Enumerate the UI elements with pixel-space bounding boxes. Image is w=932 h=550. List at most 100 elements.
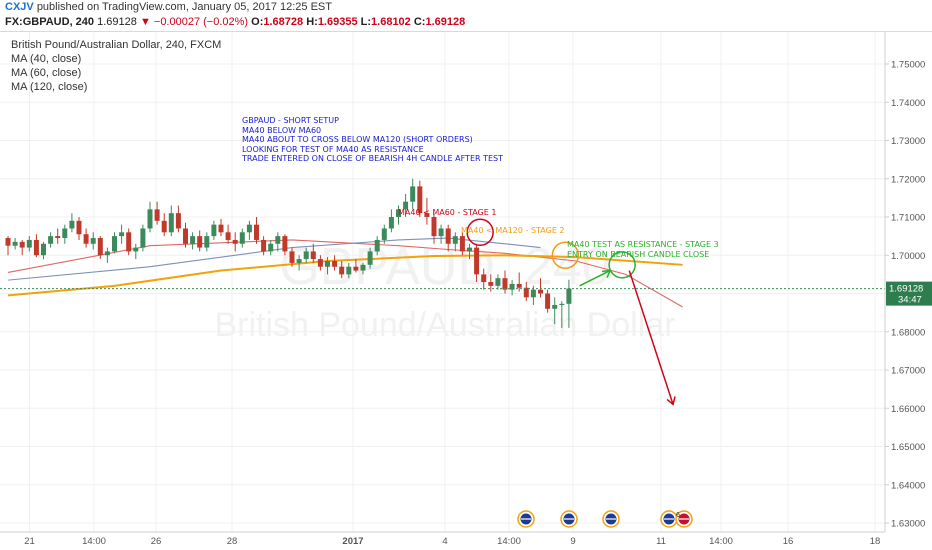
candle-body	[154, 209, 160, 221]
event-count-badge: 6	[676, 512, 680, 519]
candle-body	[523, 287, 529, 298]
x-tick-label: 9	[570, 536, 575, 547]
candle-body	[495, 278, 501, 286]
candle-body	[303, 251, 309, 260]
candle-body	[474, 247, 480, 275]
legend-ma120[interactable]: MA (120, close)	[11, 81, 88, 93]
close-value: 1.69128	[425, 16, 466, 28]
open-label: O:	[251, 16, 264, 28]
candle	[175, 205, 181, 233]
x-tick-label: 26	[151, 536, 162, 547]
candle-body	[431, 217, 437, 237]
candle	[296, 255, 302, 271]
candle	[459, 232, 465, 256]
candle	[481, 268, 487, 290]
candle	[502, 270, 508, 294]
event-flag-icon[interactable]	[602, 510, 620, 528]
setup-line: LOOKING FOR TEST OF MA40 AS RESISTANCE	[242, 144, 424, 154]
candle	[161, 213, 167, 237]
last-price: 1.69128	[97, 16, 137, 28]
candle-body	[424, 213, 430, 217]
candle-body	[516, 283, 522, 288]
candle	[5, 236, 11, 256]
event-flag-icon[interactable]	[517, 510, 535, 528]
candle-body	[69, 220, 75, 229]
candle	[204, 232, 210, 252]
author-name[interactable]: CXJV	[5, 1, 34, 13]
candle-body	[289, 251, 295, 263]
legend-ma60[interactable]: MA (60, close)	[11, 67, 82, 79]
legend-ma40[interactable]: MA (40, close)	[11, 53, 82, 65]
candle	[566, 279, 572, 328]
candle	[424, 197, 430, 225]
candle-body	[296, 259, 302, 263]
candle	[317, 255, 323, 271]
candle-body	[545, 293, 551, 309]
entry-arrow	[579, 269, 611, 287]
candle	[381, 224, 387, 244]
candlestick-chart[interactable]: GBPAUD, 240 British Pound/Australian Dol…	[0, 32, 932, 550]
candle-body	[381, 228, 387, 240]
candle	[133, 243, 139, 260]
grid	[0, 32, 885, 532]
candle-body	[33, 239, 39, 256]
x-tick-label: 14:00	[709, 536, 733, 547]
high-value: 1.69355	[317, 16, 358, 28]
y-tick-label: 1.72000	[891, 174, 925, 185]
candle	[246, 220, 252, 240]
event-flag-icon[interactable]	[560, 510, 578, 528]
tag-countdown: 34:47	[898, 295, 922, 306]
candle-body	[275, 236, 281, 244]
candle-body	[211, 224, 217, 237]
target-arrow-head	[666, 396, 676, 406]
candle	[97, 236, 103, 260]
candle	[346, 262, 352, 279]
candle-body	[388, 217, 394, 229]
candle-body	[559, 303, 565, 305]
x-tick-label: 14:00	[497, 536, 521, 547]
candle-body	[5, 238, 11, 246]
candle-body	[488, 282, 494, 286]
candle-body	[119, 232, 125, 237]
candle-body	[104, 251, 110, 256]
stage3-line: ENTRY ON BEARISH CANDLE CLOSE	[567, 249, 710, 259]
stage1-label: MA40 < MA60 - STAGE 1	[398, 208, 497, 217]
setup-line: TRADE ENTERED ON CLOSE OF BEARISH 4H CAN…	[242, 154, 504, 163]
candle-body	[26, 239, 32, 248]
candle	[275, 232, 281, 252]
event-flag-icon[interactable]	[675, 510, 693, 528]
candle-body	[147, 209, 153, 229]
setup-note: GBPAUD - SHORT SETUP MA40 BELOW MA60 MA4…	[242, 116, 503, 164]
candle	[197, 230, 203, 252]
candle	[112, 232, 117, 254]
candle	[445, 224, 451, 252]
candles	[5, 178, 572, 328]
candle	[140, 224, 146, 252]
candle	[289, 247, 295, 267]
candle	[147, 201, 153, 233]
stage2-label: MA40 < MA120 - STAGE 2	[461, 226, 565, 235]
candle-body	[445, 228, 451, 244]
candle-body	[112, 236, 117, 252]
drawings	[466, 218, 676, 406]
setup-line: GBPAUD - SHORT SETUP	[242, 116, 339, 125]
x-tick-label: 18	[870, 536, 881, 547]
candle	[48, 232, 54, 248]
header-divider	[0, 31, 932, 32]
candle	[268, 239, 274, 256]
candle-body	[566, 288, 572, 304]
event-markers[interactable]: 6	[517, 510, 693, 528]
candle-body	[310, 251, 316, 260]
candle-body	[254, 224, 259, 240]
candle-body	[140, 228, 146, 248]
stage3-circle	[608, 251, 636, 279]
event-flag-icon[interactable]	[660, 510, 678, 528]
candle	[332, 255, 338, 271]
candle	[516, 272, 522, 292]
candle-body	[225, 232, 231, 240]
time-axis[interactable]: 21 14:00 26 28 2017 4 14:00 9 11 14:00 16 18	[0, 531, 885, 547]
candle-body	[339, 266, 345, 275]
candle-body	[452, 236, 458, 244]
candle-body	[261, 239, 267, 252]
x-tick-label: 14:00	[82, 536, 106, 547]
